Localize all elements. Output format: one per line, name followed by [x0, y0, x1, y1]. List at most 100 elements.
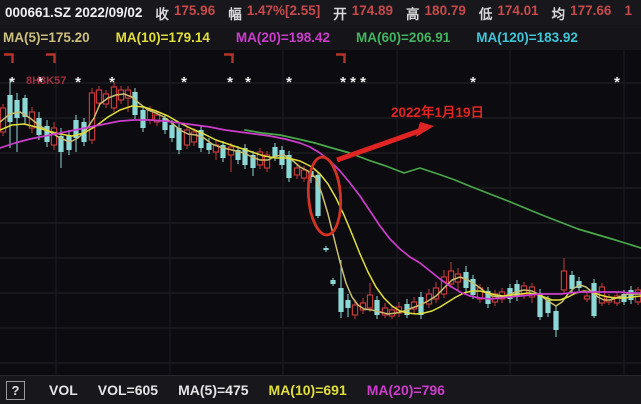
- candle-up: [227, 146, 235, 156]
- quote-field-label: 低: [478, 6, 493, 22]
- asterisk-marker: *: [350, 74, 356, 91]
- candle-down: [576, 281, 582, 288]
- ma-indicator-bar: MA(5)=175.20 MA(10)=179.14 MA(20)=198.42 MA…: [0, 25, 641, 50]
- overlay-code-text: 8H3K57: [26, 75, 66, 87]
- candle-down: [7, 95, 13, 122]
- vol-pane-title[interactable]: VOL: [49, 382, 78, 398]
- candle-up: [183, 129, 191, 146]
- quote-field-value: 1: [624, 2, 632, 18]
- ma-line-ma10: [0, 105, 641, 315]
- asterisk-marker: *: [109, 74, 115, 91]
- quote-field: 均 177.66: [552, 3, 612, 23]
- candle-up: [300, 169, 308, 179]
- signal-bracket-icon: [336, 53, 346, 63]
- ma-line-ma5: [0, 93, 641, 315]
- signal-bracket-icon: [4, 53, 14, 63]
- help-icon[interactable]: ?: [6, 380, 25, 400]
- candle-down: [470, 279, 476, 295]
- candle-down: [272, 147, 278, 157]
- candlestick-chart[interactable]: * * * * * * * * * * * * * 8H3K57 2022年1月19日: [0, 50, 641, 376]
- quote-field-value: 180.79: [424, 2, 466, 18]
- candle-down: [485, 291, 491, 304]
- ma-legend-item: MA(20)=198.42: [235, 30, 331, 45]
- candle-down: [286, 155, 292, 178]
- candle-down: [36, 118, 42, 135]
- candle-down: [537, 293, 543, 317]
- candle-down: [58, 136, 64, 152]
- asterisk-marker: *: [470, 74, 476, 91]
- volume-indicator-bar: ? VOL VOL=605 MA(5)=475 MA(10)=691 MA(20)=7…: [0, 375, 641, 404]
- volume-legend-item: MA(5)=475: [178, 382, 249, 398]
- ma-legend-item: MA(120)=183.92: [476, 30, 578, 45]
- quote-field-value: 177.66: [570, 2, 612, 18]
- quote-field-value: 174.01: [497, 2, 539, 18]
- candle-down: [628, 290, 634, 300]
- asterisk-marker: *: [340, 74, 346, 91]
- candle-down: [374, 300, 380, 315]
- asterisk-marker: *: [9, 74, 15, 91]
- stock-symbol: 000661.SZ: [5, 5, 72, 20]
- candle-up: [366, 294, 374, 309]
- volume-legend-item: MA(20)=796: [366, 382, 445, 398]
- quote-field-label: 均: [551, 6, 566, 22]
- quote-info-bar: 000661.SZ 2022/09/02 收 175.96 幅 1.47%[2.55]…: [0, 0, 641, 25]
- quote-field-label: 幅: [228, 6, 242, 22]
- annotation-arrow-head: [416, 122, 434, 137]
- candle-up: [447, 270, 455, 285]
- candle-down: [345, 300, 351, 308]
- candle-down: [330, 280, 336, 284]
- candle-down: [132, 92, 138, 115]
- asterisk-marker: *: [360, 74, 366, 91]
- candle-down: [140, 110, 146, 128]
- candle-down: [569, 275, 575, 289]
- ma-legend-item: MA(5)=175.20: [3, 30, 90, 45]
- ma-legend-item: MA(60)=206.91: [356, 30, 451, 45]
- candle-up: [263, 154, 271, 169]
- annotation-date-label: 2022年1月19日: [391, 104, 484, 120]
- candle-down: [242, 148, 248, 165]
- quote-field-label: 开: [333, 6, 347, 22]
- quote-field: 1: [624, 3, 632, 23]
- candle-down: [514, 284, 520, 297]
- symbol-and-date: 000661.SZ 2022/09/02: [5, 5, 142, 20]
- ma-legend-item: MA(10)=179.14: [115, 30, 210, 45]
- candle-down: [418, 297, 424, 315]
- asterisk-marker: *: [614, 74, 620, 91]
- quote-field: 高 180.79: [406, 3, 466, 23]
- asterisk-marker: *: [75, 74, 81, 91]
- quote-date: 2022/09/02: [74, 5, 143, 20]
- candle-down: [206, 143, 212, 150]
- candle-down: [176, 128, 182, 150]
- candle-up: [190, 131, 198, 143]
- candle-down: [198, 130, 204, 148]
- quote-field: 幅 1.47%[2.55]: [228, 3, 320, 23]
- candle-down: [235, 150, 241, 160]
- quote-field-label: 收: [155, 6, 169, 22]
- volume-legend-item: VOL=605: [97, 382, 159, 398]
- asterisk-marker: *: [181, 74, 187, 91]
- quote-fields: 收 175.96 幅 1.47%[2.55] 开 174.89 高 180.79 低 174.01…: [155, 3, 632, 23]
- candle-down: [315, 175, 321, 216]
- annotation-arrow-shaft: [336, 127, 423, 163]
- asterisk-marker: *: [37, 74, 43, 91]
- asterisk-marker: *: [286, 74, 292, 91]
- candle-up: [153, 114, 161, 123]
- candle-down: [545, 300, 551, 313]
- candle-down: [162, 118, 168, 130]
- quote-field-value: 175.96: [173, 2, 216, 18]
- candle-down: [66, 135, 72, 150]
- crash-highlight-ellipse: [306, 155, 343, 237]
- candle-down: [169, 125, 175, 138]
- signal-bracket-icon: [224, 53, 234, 63]
- candle-down: [250, 155, 256, 168]
- quote-field: 开 174.89: [333, 3, 393, 23]
- candle-up: [583, 295, 591, 300]
- volume-items: VOL=605 MA(5)=475 MA(10)=691 MA(20)=796: [98, 382, 445, 398]
- candle-down: [591, 283, 597, 316]
- ma-items: MA(5)=175.20 MA(10)=179.14 MA(20)=198.42 MA…: [3, 30, 578, 45]
- candle-up: [95, 89, 103, 104]
- candle-down: [323, 248, 329, 250]
- candle-up: [613, 295, 621, 304]
